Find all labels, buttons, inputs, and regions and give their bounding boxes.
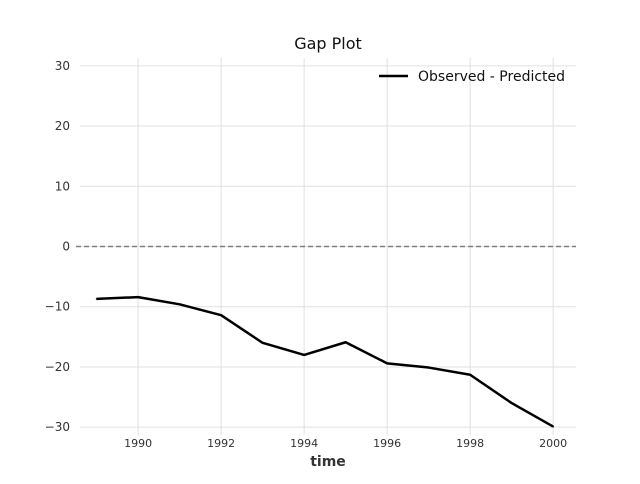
chart-title: Gap Plot (294, 34, 362, 53)
legend-label: Observed - Predicted (418, 69, 565, 85)
tick-layer: 1990 1992 1994 1996 1998 2000 30 20 10 0 −10 −20 −30 (45, 59, 567, 450)
series-line-observed-minus-predicted (96, 295, 554, 428)
data-point (95, 298, 98, 300)
data-point (261, 342, 264, 344)
x-tick-label: 1996 (373, 437, 401, 450)
legend: Observed - Predicted (379, 69, 565, 85)
y-tick-label: 20 (55, 119, 70, 133)
data-point (344, 341, 347, 344)
y-tick-label: −10 (45, 300, 70, 314)
data-point (510, 402, 513, 404)
x-tick-label: 2000 (539, 437, 567, 450)
y-tick-label: 10 (55, 179, 70, 193)
data-point (427, 366, 430, 369)
x-tick-label: 1990 (124, 437, 152, 450)
data-point (386, 362, 388, 365)
x-tick-label: 1994 (290, 437, 318, 450)
y-tick-label: −20 (45, 360, 70, 374)
data-point (220, 314, 222, 316)
x-axis-label: time (310, 454, 346, 470)
x-tick-label: 1992 (207, 437, 235, 450)
y-tick-label: −30 (45, 420, 70, 434)
data-point (178, 303, 181, 306)
data-point (137, 296, 139, 298)
data-point (469, 373, 471, 376)
series-layer (95, 295, 554, 428)
data-point (552, 425, 554, 428)
y-tick-label: 0 (62, 240, 70, 254)
data-point (303, 354, 305, 356)
x-tick-label: 1998 (456, 437, 484, 450)
y-tick-label: 30 (55, 59, 70, 73)
